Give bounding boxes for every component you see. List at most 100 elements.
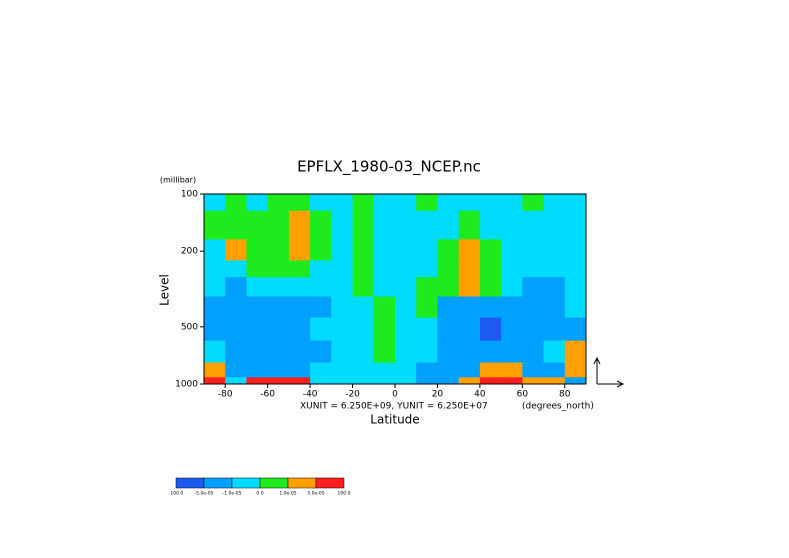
contour-cell bbox=[479, 260, 502, 278]
contour-cell bbox=[246, 296, 269, 319]
contour-cell bbox=[522, 340, 545, 364]
contour-cell bbox=[437, 296, 460, 319]
contour-cell bbox=[310, 194, 332, 212]
contour-cell bbox=[458, 194, 481, 212]
contour-cell bbox=[564, 296, 587, 319]
x-unit: (degrees_north) bbox=[522, 402, 594, 412]
contour-cell bbox=[225, 210, 247, 240]
contour-cell bbox=[437, 317, 460, 342]
contour-cell bbox=[479, 194, 502, 212]
contour-cell bbox=[310, 362, 332, 378]
contour-cell bbox=[564, 194, 587, 212]
contour-cell bbox=[288, 194, 311, 212]
contour-cell bbox=[522, 317, 545, 342]
contour-cell bbox=[543, 277, 566, 298]
contour-cell bbox=[373, 377, 396, 385]
colorbar-label: -5.0e-05 bbox=[195, 491, 214, 497]
contour-cell bbox=[310, 377, 332, 385]
contour-cell bbox=[501, 296, 523, 319]
contour-cell bbox=[225, 239, 247, 261]
contour-cell bbox=[501, 340, 523, 364]
contour-cell bbox=[416, 317, 438, 342]
y-tick-label: 1000 bbox=[175, 380, 198, 390]
contour-cell bbox=[373, 362, 396, 378]
contour-cell bbox=[395, 210, 417, 240]
contour-cell bbox=[204, 340, 226, 364]
contour-cell bbox=[310, 296, 332, 319]
contour-cell bbox=[246, 239, 269, 261]
contour-cell bbox=[522, 277, 545, 298]
colorbar-box bbox=[259, 477, 289, 489]
contour-cell bbox=[225, 277, 247, 298]
contour-cell bbox=[246, 362, 269, 378]
contour-cell bbox=[331, 340, 354, 364]
contour-cell bbox=[522, 362, 545, 378]
contour-cell bbox=[479, 239, 502, 261]
contour-cell bbox=[225, 340, 247, 364]
chart-title: EPFLX_1980-03_NCEP.nc bbox=[297, 158, 481, 177]
x-axis-title: Latitude bbox=[370, 413, 419, 427]
colorbar-box bbox=[203, 477, 233, 489]
contour-cell bbox=[246, 377, 269, 385]
y-tick-label: 500 bbox=[181, 322, 198, 332]
contour-cell bbox=[437, 260, 460, 278]
x-tick-label: -40 bbox=[303, 390, 318, 400]
contour-cell bbox=[501, 362, 523, 378]
contour-cell bbox=[479, 317, 502, 342]
contour-cell bbox=[395, 277, 417, 298]
contour-cell bbox=[501, 277, 523, 298]
contour-cell bbox=[437, 194, 460, 212]
contour-cell bbox=[267, 296, 290, 319]
contour-cell bbox=[458, 260, 481, 278]
contour-cell bbox=[373, 296, 396, 319]
contour-cell bbox=[501, 260, 523, 278]
vector-units: XUNIT = 6.250E+09, YUNIT = 6.250E+07 bbox=[300, 402, 488, 412]
contour-cell bbox=[331, 194, 354, 212]
contour-cell bbox=[543, 239, 566, 261]
contour-cell bbox=[564, 210, 587, 240]
contour-cell bbox=[331, 362, 354, 378]
contour-cell bbox=[395, 317, 417, 342]
contour-cell bbox=[479, 296, 502, 319]
x-tick-label: -20 bbox=[345, 390, 360, 400]
contour-cell bbox=[352, 277, 375, 298]
contour-cell bbox=[522, 296, 545, 319]
contour-cell bbox=[331, 239, 354, 261]
contour-cell bbox=[310, 260, 332, 278]
contour-cell bbox=[479, 362, 502, 378]
contour-cell bbox=[479, 340, 502, 364]
contour-cell bbox=[352, 239, 375, 261]
contour-cell bbox=[310, 210, 332, 240]
colorbar-box bbox=[287, 477, 317, 489]
contour-cell bbox=[543, 194, 566, 212]
contour-cell bbox=[267, 260, 290, 278]
contour-cell bbox=[458, 377, 481, 385]
colorbar-label: 1.0e-05 bbox=[279, 491, 296, 497]
contour-cell bbox=[225, 260, 247, 278]
contour-cell bbox=[267, 239, 290, 261]
contour-cell bbox=[246, 210, 269, 240]
contour-cell bbox=[331, 317, 354, 342]
contour-cell bbox=[246, 340, 269, 364]
contour-cell bbox=[331, 277, 354, 298]
contour-cell bbox=[246, 317, 269, 342]
contour-cell bbox=[543, 210, 566, 240]
contour-cell bbox=[310, 277, 332, 298]
colorbar-label: 0.0 bbox=[256, 491, 263, 497]
contour-cell bbox=[458, 296, 481, 319]
contour-cell bbox=[204, 239, 226, 261]
contour-cell bbox=[564, 260, 587, 278]
contour-cell bbox=[395, 239, 417, 261]
colorbar-label: 5.0e-05 bbox=[307, 491, 324, 497]
contour-cell bbox=[437, 277, 460, 298]
contour-cell bbox=[522, 377, 545, 385]
contour-cell bbox=[437, 340, 460, 364]
contour-cell bbox=[225, 296, 247, 319]
colorbar-box bbox=[175, 477, 205, 489]
x-tick-label: -60 bbox=[260, 390, 275, 400]
contour-cell bbox=[267, 277, 290, 298]
colorbar-box bbox=[315, 477, 345, 489]
contour-cell bbox=[288, 340, 311, 364]
contour-cell bbox=[225, 194, 247, 212]
contour-cell bbox=[395, 377, 417, 385]
